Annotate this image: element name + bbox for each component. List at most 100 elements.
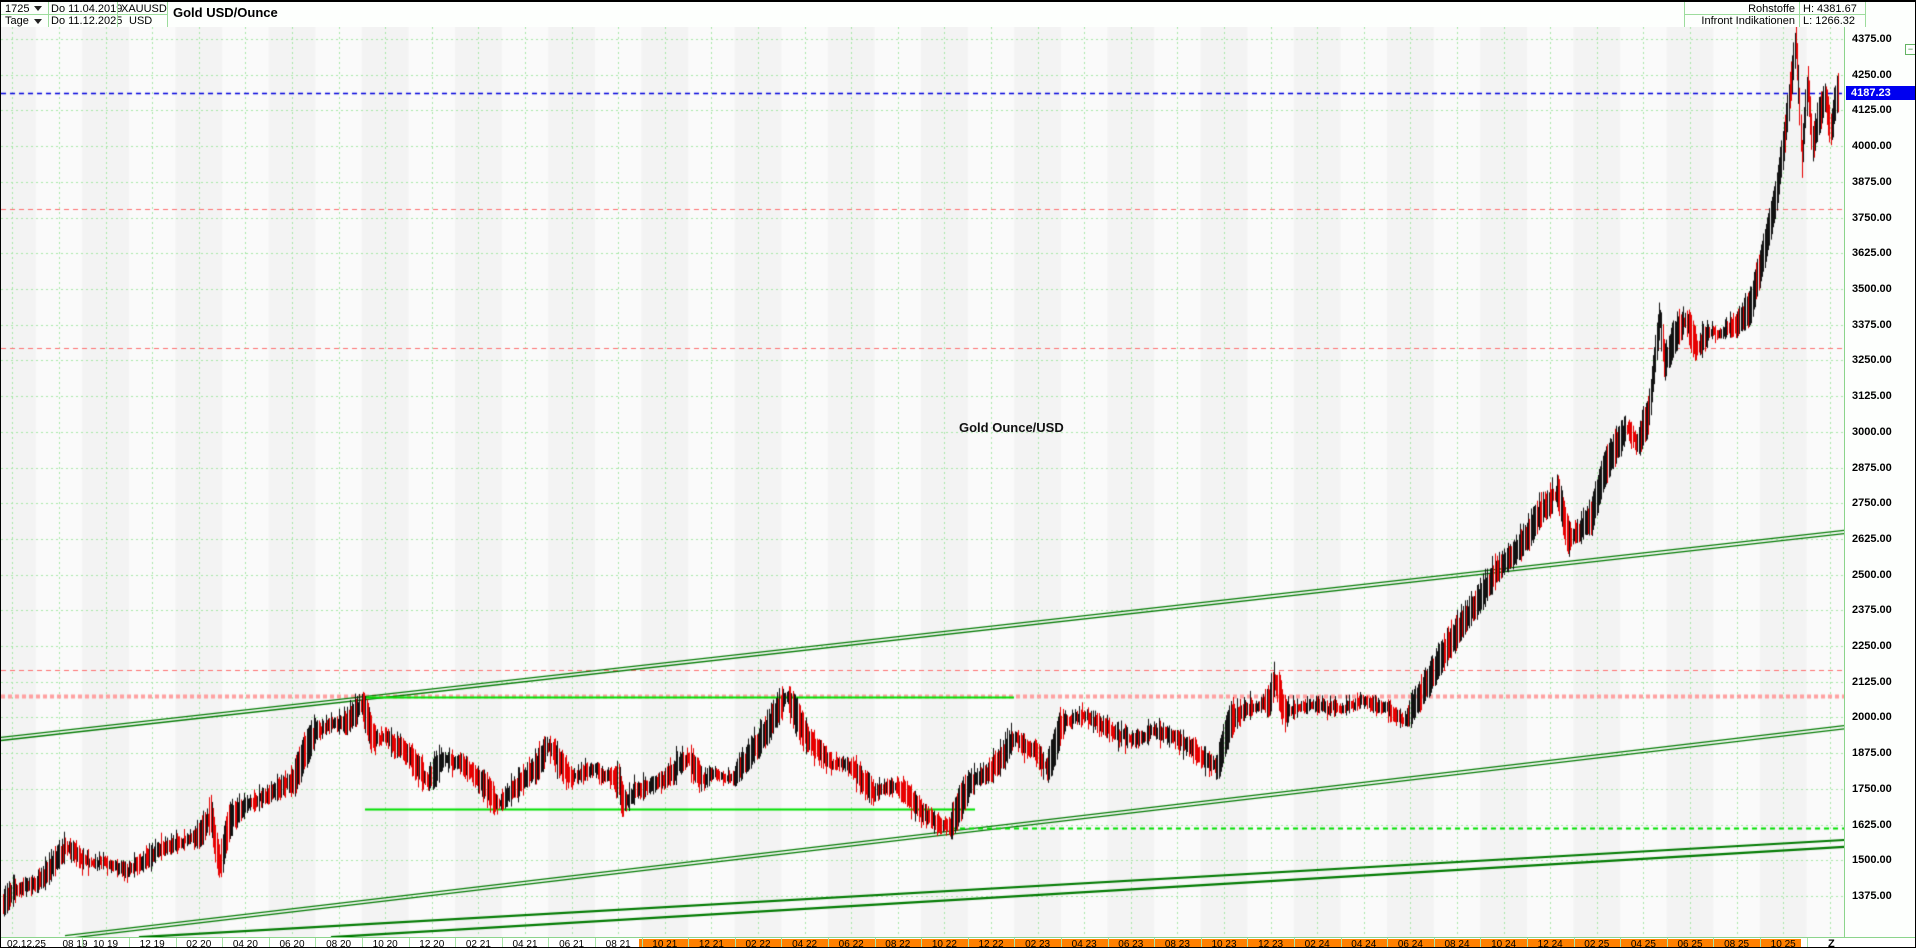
- x-axis-separator: [967, 938, 969, 947]
- chevron-down-icon: [34, 6, 43, 11]
- chevron-down-icon: [33, 18, 42, 24]
- x-axis-tick: 04 25: [1630, 939, 1656, 948]
- x-axis-separator: [921, 938, 923, 947]
- range-high-label: H: 4381.67: [1803, 2, 1857, 15]
- x-axis-separator: [315, 938, 317, 947]
- x-axis-tick: 02 21: [465, 939, 491, 948]
- y-axis-tick: 2750.00: [1852, 497, 1892, 510]
- symbol-label: XAUUSD: [121, 2, 167, 15]
- x-axis-tick: 12 23: [1258, 939, 1284, 948]
- x-axis-tick: 06 25: [1677, 939, 1703, 948]
- x-axis-tick: 10 23: [1211, 939, 1237, 948]
- highlight-range: [639, 939, 1801, 947]
- timeframe-dropdown[interactable]: Tage: [5, 15, 42, 27]
- y-axis-tick: 4375.00: [1852, 33, 1892, 45]
- x-axis-tick: 06 22: [838, 939, 864, 948]
- x-axis-separator: [1573, 938, 1575, 947]
- y-axis-tick: 2000.00: [1852, 711, 1892, 724]
- currency-label: USD: [129, 15, 153, 27]
- date-axis[interactable]: 02.12.25 Z 08 19 10 19 12 19 02 20 04 20 06 2…: [1, 937, 1915, 948]
- y-axis-tick: 4125.00: [1852, 104, 1892, 117]
- y-axis-tick: 2250.00: [1852, 640, 1892, 653]
- y-axis-tick: 1750.00: [1852, 782, 1892, 795]
- x-axis-tick: 02 23: [1025, 939, 1051, 948]
- x-axis-tick: 12 24: [1537, 939, 1563, 948]
- price-axis[interactable]: − 4187.23 4375.00 4250.00 4125.00 4000.00 38…: [1844, 27, 1915, 937]
- x-axis-separator: [1387, 938, 1389, 947]
- x-axis-separator: [1526, 938, 1528, 947]
- timeframe-value: Tage: [5, 15, 29, 27]
- x-axis-tick: 04 23: [1071, 939, 1097, 948]
- collapse-axis-icon[interactable]: −: [1905, 44, 1915, 55]
- x-axis-tick: 02 22: [745, 939, 771, 948]
- x-axis-separator: [548, 938, 550, 947]
- axis-cursor-date: 02.12.25: [7, 939, 46, 948]
- x-axis-separator: [1107, 938, 1109, 947]
- x-axis-tick: 02 20: [186, 939, 212, 948]
- x-axis-separator: [408, 938, 410, 947]
- x-axis-tick: 04 21: [512, 939, 538, 948]
- x-axis-separator: [688, 938, 690, 947]
- x-axis-tick: 10 21: [652, 939, 678, 948]
- x-axis-tick: 12 21: [698, 939, 724, 948]
- x-axis-tick: 08 19: [62, 939, 88, 948]
- x-axis-tick: 10 20: [372, 939, 398, 948]
- zoom-reset-button[interactable]: Z: [1828, 938, 1835, 948]
- x-axis-tick: 04 20: [232, 939, 258, 948]
- x-axis-tick: 08 25: [1724, 939, 1750, 948]
- x-axis-separator: [175, 938, 177, 947]
- y-axis-tick: 1375.00: [1852, 890, 1892, 902]
- x-axis-tick: 10 25: [1770, 939, 1796, 948]
- x-axis-separator: [1666, 938, 1668, 947]
- x-axis-tick: 12 19: [139, 939, 165, 948]
- y-axis-tick: 3000.00: [1852, 425, 1892, 438]
- chart-header: 1725 Tage Do 11.04.2019 Do 11.12.2025 XA…: [1, 2, 1915, 28]
- x-axis-separator: [1014, 938, 1016, 947]
- y-axis-tick: 4000.00: [1852, 140, 1892, 153]
- y-axis-tick: 3375.00: [1852, 318, 1892, 331]
- x-axis-separator: [874, 938, 876, 947]
- y-axis-tick: 3500.00: [1852, 282, 1892, 295]
- x-axis-separator: [501, 938, 503, 947]
- x-axis-tick: 02 25: [1584, 939, 1610, 948]
- x-axis-separator: [1293, 938, 1295, 947]
- range-low-label: L: 1266.32: [1803, 15, 1855, 27]
- x-axis-tick: 04 22: [792, 939, 818, 948]
- x-axis-tick: 12 20: [419, 939, 445, 948]
- last-price-tag: 4187.23: [1846, 85, 1915, 100]
- x-axis-tick: 10 22: [931, 939, 957, 948]
- x-axis-tick: 12 22: [978, 939, 1004, 948]
- x-axis-separator: [1620, 938, 1622, 947]
- x-axis-tick: 08 23: [1164, 939, 1190, 948]
- x-axis-separator: [1060, 938, 1062, 947]
- x-axis-separator: [1154, 938, 1156, 947]
- x-axis-separator: [734, 938, 736, 947]
- x-axis-separator: [827, 938, 829, 947]
- header-divider: [167, 2, 168, 27]
- x-axis-separator: [1340, 938, 1342, 947]
- x-axis-separator: [268, 938, 270, 947]
- x-axis-tick: 10 24: [1491, 939, 1517, 948]
- x-axis-separator: [455, 938, 457, 947]
- date-from[interactable]: Do 11.04.2019: [51, 2, 123, 15]
- period-dropdown[interactable]: 1725: [5, 2, 43, 15]
- x-axis-separator: [128, 938, 130, 947]
- price-chart-canvas[interactable]: [1, 27, 1844, 937]
- y-axis-tick: 2625.00: [1852, 532, 1892, 545]
- x-axis-separator: [222, 938, 224, 947]
- date-to[interactable]: Do 11.12.2025: [51, 15, 123, 27]
- x-axis-separator: [1713, 938, 1715, 947]
- y-axis-tick: 2500.00: [1852, 568, 1892, 581]
- x-axis-separator: [781, 938, 783, 947]
- y-axis-tick: 4250.00: [1852, 68, 1892, 81]
- x-axis-tick: 06 23: [1118, 939, 1144, 948]
- chart-annotation: Gold Ounce/USD: [959, 420, 1064, 435]
- x-axis-tick: 06 21: [559, 939, 585, 948]
- y-axis-tick: 1875.00: [1852, 747, 1892, 760]
- y-axis-tick: 2375.00: [1852, 604, 1892, 617]
- y-axis-tick: 3250.00: [1852, 354, 1892, 367]
- page-title: Gold USD/Ounce: [173, 5, 278, 20]
- y-axis-tick: 3125.00: [1852, 390, 1892, 403]
- x-axis-tick: 04 24: [1351, 939, 1377, 948]
